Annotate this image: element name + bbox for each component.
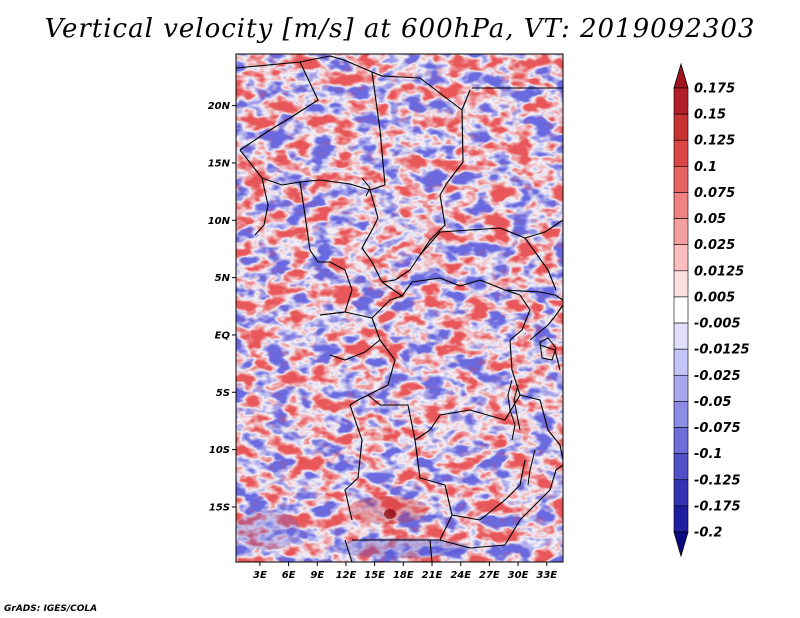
- colorbar-top-arrow: [673, 62, 689, 89]
- colorbar-level-label: 0.025: [694, 238, 735, 253]
- lon-tick-label: 33E: [536, 570, 557, 581]
- colorbar: 0.175 0.15 0.125 0.1 0.075 0.05 0.025 0.0125 0.0…: [673, 62, 750, 558]
- lat-tick-label: 15S: [209, 502, 230, 513]
- colorbar-swatch: [673, 374, 689, 402]
- lat-tick-label: 20N: [208, 101, 231, 112]
- lat-tick-label: 10N: [208, 216, 231, 227]
- lon-tick-label: 30E: [508, 570, 529, 581]
- lat-tick-label: 15N: [208, 158, 231, 169]
- colorbar-level-label: 0.05: [694, 212, 726, 227]
- lon-tick-label: 15E: [364, 570, 385, 581]
- colorbar-level-label: 0.0125: [694, 264, 744, 279]
- colorbar-level-label: 0.175: [694, 82, 735, 97]
- velocity-field: [236, 54, 563, 562]
- colorbar-level-label: -0.005: [694, 317, 741, 332]
- colorbar-swatch: [673, 192, 689, 219]
- lat-tick-label: 10S: [209, 445, 230, 456]
- colorbar-level-label: 0.005: [694, 290, 735, 305]
- grads-credit: GrADS: IGES/COLA: [4, 604, 98, 614]
- colorbar-swatch: [673, 322, 689, 350]
- colorbar-swatch: [673, 113, 689, 141]
- colorbar-swatch: [673, 139, 689, 167]
- lon-tick-label: 12E: [336, 570, 357, 581]
- colorbar-swatch: [673, 166, 689, 193]
- colorbar-level-label: -0.2: [694, 526, 722, 541]
- colorbar-bottom-arrow: [673, 531, 689, 558]
- lon-tick-label: 9E: [310, 570, 324, 581]
- colorbar-level-label: 0.1: [694, 160, 717, 175]
- colorbar-level-label: -0.1: [694, 447, 722, 462]
- map-frame: [235, 53, 564, 563]
- colorbar-level-label: -0.0125: [694, 343, 750, 358]
- colorbar-swatch: [673, 270, 689, 298]
- colorbar-level-label: -0.05: [694, 395, 731, 410]
- lon-tick-label: 21E: [422, 570, 443, 581]
- colorbar-swatch: [673, 427, 689, 454]
- lon-tick-label: 27E: [479, 570, 500, 581]
- colorbar-swatch: [673, 296, 689, 324]
- colorbar-swatch: [673, 479, 689, 507]
- colorbar-swatch: [673, 87, 689, 115]
- lon-tick-label: 6E: [282, 570, 296, 581]
- colorbar-level-label: 0.15: [694, 108, 726, 123]
- longitude-axis: 3E 6E 9E 12E 15E 18E 21E 24E 27E 30E 33E: [253, 562, 557, 581]
- lon-tick-label: 3E: [253, 570, 267, 581]
- colorbar-level-label: -0.025: [694, 369, 741, 384]
- colorbar-level-label: -0.075: [694, 421, 741, 436]
- colorbar-swatch: [673, 348, 689, 376]
- map-title: Vertical velocity [m/s] at 600hPa, VT: 2…: [44, 14, 756, 44]
- colorbar-level-label: -0.125: [694, 473, 741, 488]
- colorbar-swatch: [673, 401, 689, 428]
- lat-tick-label: 5S: [216, 388, 230, 399]
- lon-tick-label: 18E: [393, 570, 414, 581]
- colorbar-level-label: -0.175: [694, 499, 741, 514]
- colorbar-level-label: 0.075: [694, 186, 735, 201]
- latitude-axis: 20N 15N 10N 5N EQ 5S 10S 15S: [208, 101, 236, 513]
- colorbar-swatch: [673, 244, 689, 272]
- colorbar-level-label: 0.125: [694, 134, 735, 149]
- colorbar-swatch: [673, 505, 689, 533]
- lat-tick-label: EQ: [215, 330, 231, 341]
- lakes: [361, 177, 557, 486]
- country-borders: [236, 55, 563, 562]
- lat-tick-label: 5N: [215, 273, 231, 284]
- colorbar-swatch: [673, 218, 689, 246]
- lon-tick-label: 24E: [450, 570, 471, 581]
- colorbar-swatch: [673, 453, 689, 481]
